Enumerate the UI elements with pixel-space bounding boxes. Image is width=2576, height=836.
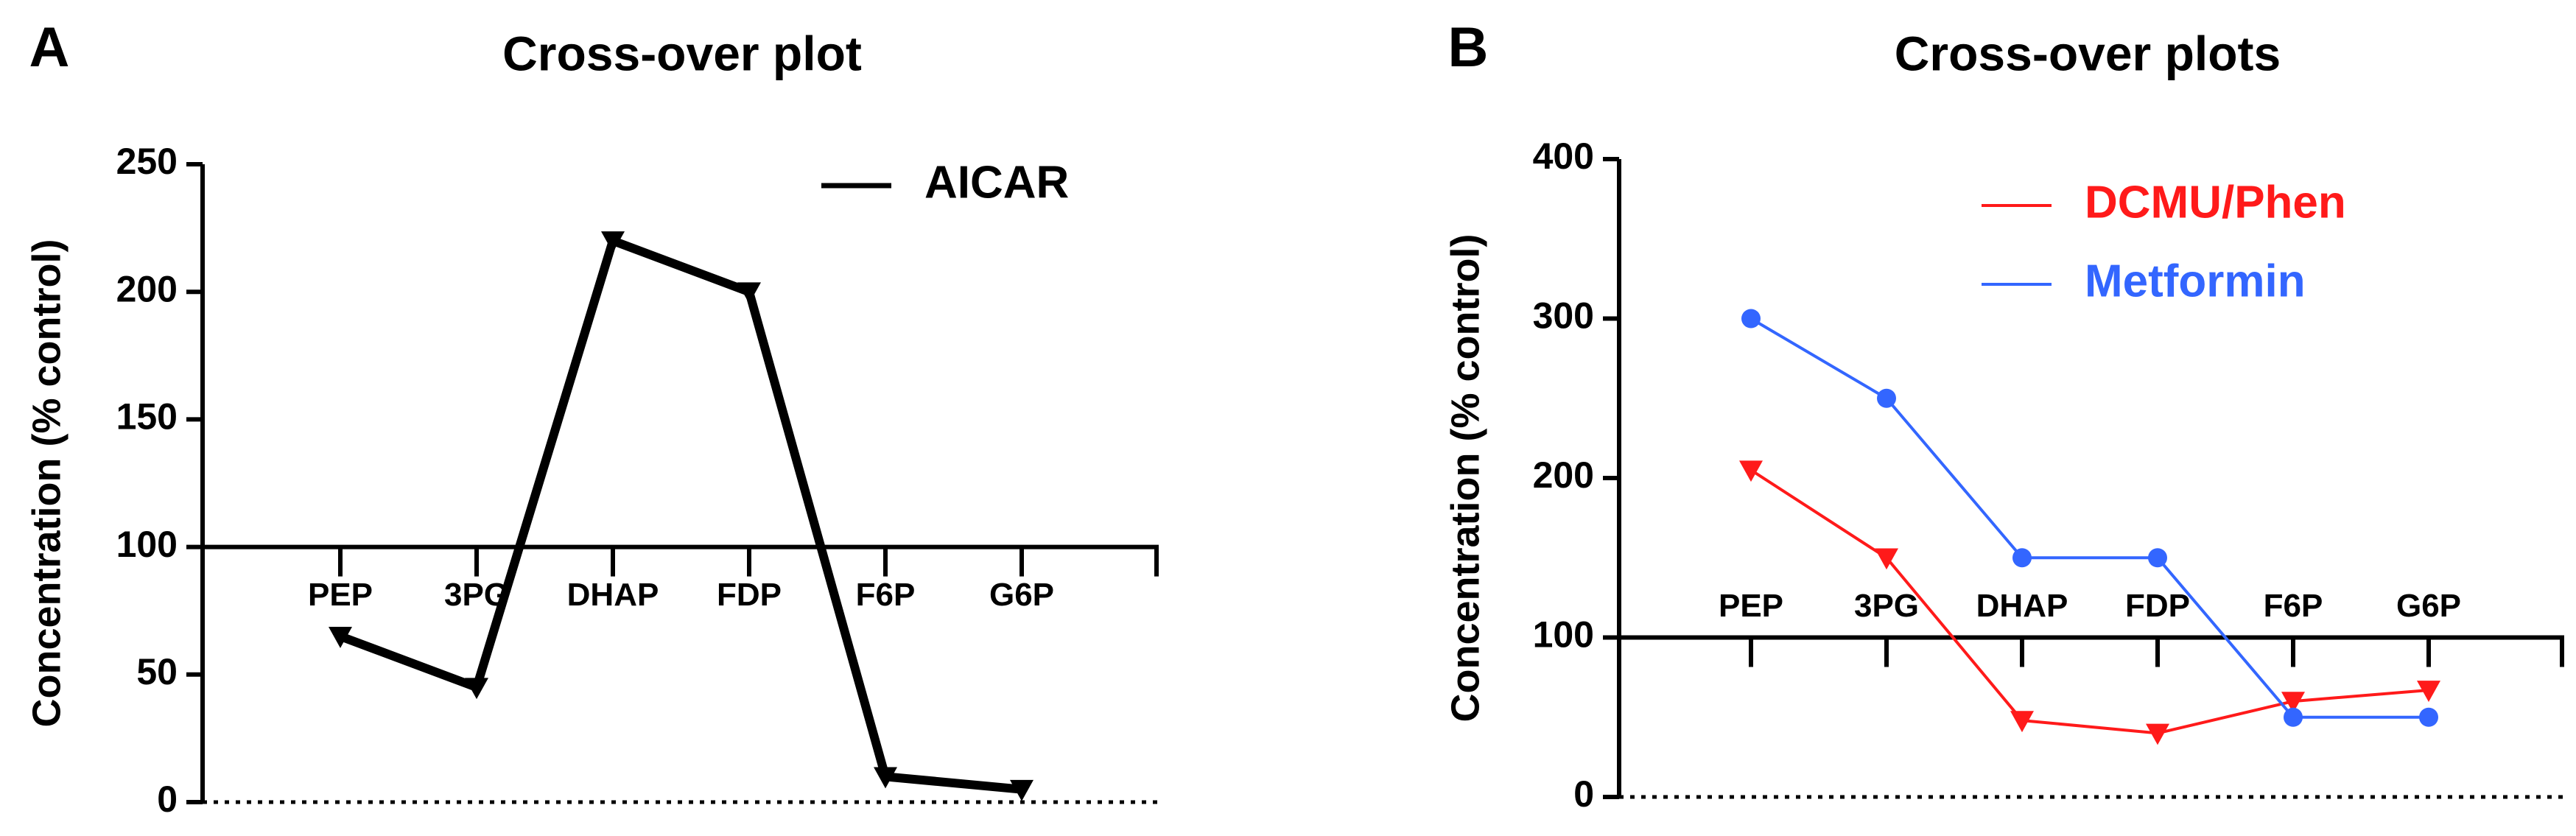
legend-label: DCMU/Phen — [2085, 177, 2346, 228]
data-point — [601, 231, 625, 253]
legend-label: Metformin — [2085, 256, 2306, 306]
y-tick-label: 0 — [157, 779, 178, 820]
chart-title: Cross-over plot — [502, 26, 862, 80]
data-point — [2010, 711, 2034, 733]
y-tick-label: 100 — [116, 524, 178, 565]
x-tick-label: PEP — [1719, 588, 1783, 624]
panel-label: B — [1448, 16, 1489, 79]
data-point — [1739, 460, 1763, 482]
series-line — [338, 236, 1022, 794]
data-point — [2012, 548, 2032, 568]
panel-label: A — [29, 16, 70, 79]
data-point — [874, 767, 897, 789]
y-tick-label: 200 — [1533, 454, 1594, 496]
data-point — [2281, 692, 2305, 714]
series-line — [1749, 317, 2429, 719]
y-tick-label: 0 — [1573, 773, 1594, 815]
x-tick-label: 3PG — [1854, 588, 1919, 624]
data-point — [2284, 707, 2303, 727]
x-tick-label: G6P — [2396, 588, 2461, 624]
x-tick-label: G6P — [989, 577, 1054, 613]
data-point — [1010, 779, 1033, 801]
data-point — [465, 678, 488, 700]
x-tick-label: PEP — [308, 577, 373, 613]
y-tick-label: 300 — [1533, 295, 1594, 337]
y-axis-label: Concentration (% control) — [1443, 234, 1487, 723]
y-tick-label: 400 — [1533, 136, 1594, 177]
data-point — [1741, 309, 1761, 329]
x-tick-label: F6P — [2264, 588, 2323, 624]
x-tick-label: FDP — [717, 577, 782, 613]
data-point — [737, 282, 761, 304]
y-tick-label: 100 — [1533, 614, 1594, 656]
y-tick-label: 250 — [116, 141, 178, 182]
x-tick-label: FDP — [2125, 588, 2190, 624]
data-point — [2148, 548, 2167, 568]
x-tick-label: DHAP — [567, 577, 659, 613]
x-tick-label: DHAP — [1976, 588, 2068, 624]
legend-label: AICAR — [924, 157, 1069, 208]
data-point — [1877, 388, 1896, 408]
y-tick-label: 200 — [116, 268, 178, 309]
data-point — [2146, 723, 2169, 745]
y-tick-label: 150 — [116, 396, 178, 438]
data-point — [329, 627, 352, 648]
chart-title: Cross-over plots — [1895, 26, 2281, 80]
y-axis-label: Concentration (% control) — [24, 239, 69, 728]
series-line — [1749, 468, 2429, 735]
data-point — [2419, 707, 2438, 727]
x-tick-label: F6P — [856, 577, 916, 613]
y-tick-label: 50 — [136, 651, 178, 692]
data-point — [1875, 548, 1898, 570]
data-point — [2417, 681, 2440, 702]
